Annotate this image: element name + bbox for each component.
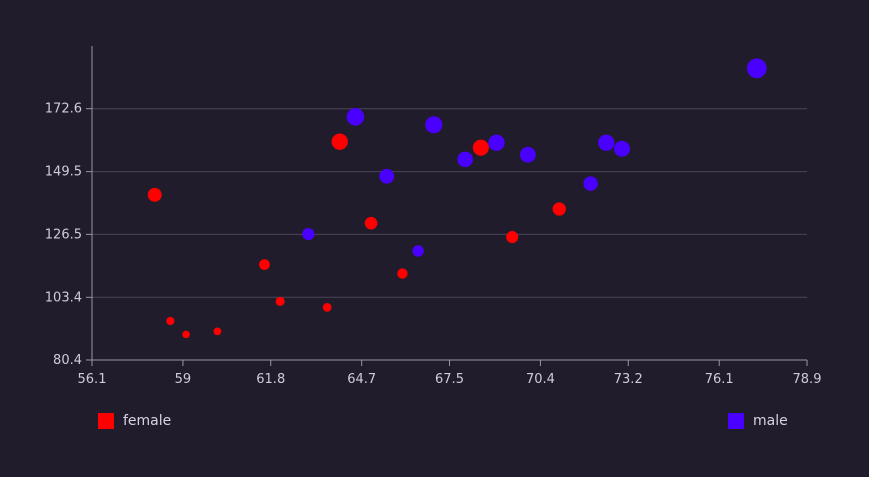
x-tick-label-7: 76.1 <box>705 372 734 387</box>
x-tick-label-8: 78.9 <box>793 372 822 387</box>
point-male-4 <box>425 116 443 134</box>
x-tick-label-2: 61.8 <box>256 372 285 387</box>
point-male-3 <box>412 245 424 257</box>
point-female-1 <box>166 316 175 326</box>
point-female-9 <box>397 268 408 279</box>
point-female-6 <box>322 302 332 312</box>
point-male-6 <box>488 134 505 151</box>
point-male-0 <box>302 227 315 241</box>
x-tick-label-6: 73.2 <box>614 372 643 387</box>
point-male-2 <box>379 168 395 184</box>
point-female-7 <box>331 133 348 150</box>
y-tick-label-3: 149.5 <box>45 165 82 180</box>
x-tick-label-3: 64.7 <box>347 372 376 387</box>
y-tick-label-2: 126.5 <box>45 227 82 242</box>
data-points <box>147 58 767 339</box>
legend-label-female: female <box>123 413 172 429</box>
point-male-11 <box>746 58 767 79</box>
point-female-4 <box>259 259 270 270</box>
point-male-1 <box>346 108 365 126</box>
point-male-10 <box>613 140 630 157</box>
point-male-8 <box>583 176 598 191</box>
gridlines <box>92 108 807 298</box>
point-female-0 <box>147 187 162 202</box>
point-female-8 <box>364 216 378 230</box>
point-female-10 <box>472 139 489 156</box>
x-tick-label-5: 70.4 <box>526 372 555 387</box>
legend-swatch-female <box>98 413 114 429</box>
legend-label-male: male <box>753 413 788 429</box>
legend-swatch-male <box>728 413 744 429</box>
y-tick-label-1: 103.4 <box>45 290 82 305</box>
point-male-7 <box>520 146 536 163</box>
point-male-9 <box>598 134 615 151</box>
x-tick-label-1: 59 <box>175 372 192 387</box>
point-female-2 <box>182 330 190 339</box>
point-female-11 <box>506 231 519 244</box>
point-male-5 <box>457 151 473 168</box>
x-tick-label-4: 67.5 <box>435 372 464 387</box>
axes: 80.4 103.4 126.5 149.5 172.6 56.1 59 61.8 64.7 67… <box>45 46 822 387</box>
point-female-3 <box>213 327 222 336</box>
y-tick-label-4: 172.6 <box>45 102 82 117</box>
point-female-5 <box>275 296 285 306</box>
legend-item-male: male <box>728 413 788 429</box>
x-tick-label-0: 56.1 <box>78 372 107 387</box>
point-female-12 <box>552 202 566 216</box>
legend-item-female: female <box>98 413 171 429</box>
y-tick-label-0: 80.4 <box>53 353 82 368</box>
